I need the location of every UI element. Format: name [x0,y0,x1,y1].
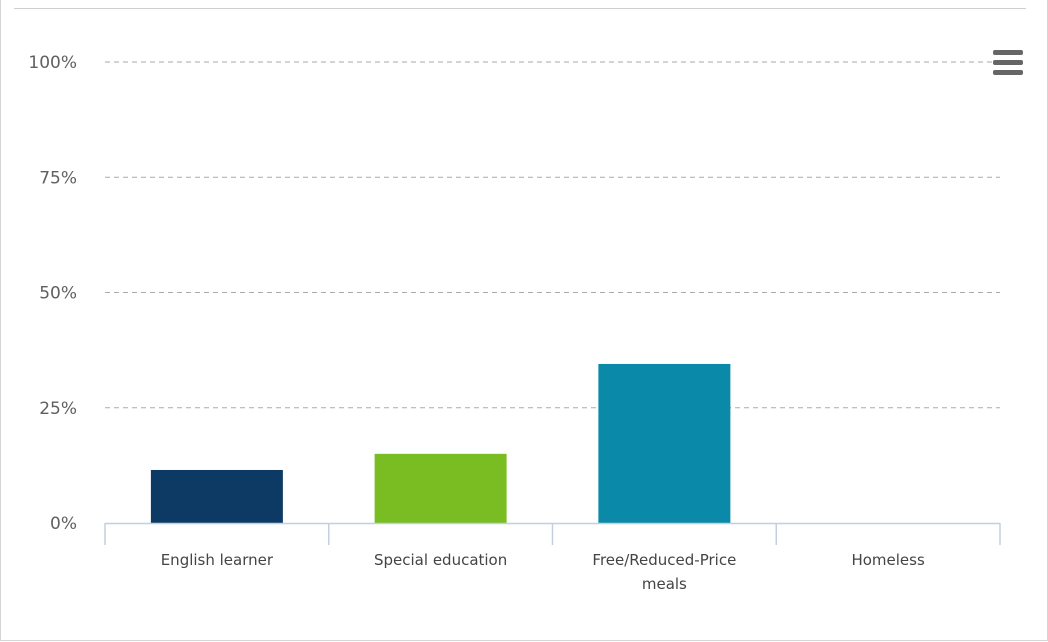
gridlines [105,61,1000,409]
bar[interactable] [150,469,283,523]
x-tick-label: English learner [161,551,274,569]
y-tick-label: 100% [28,53,77,73]
y-tick-label: 75% [39,168,77,188]
x-tick-label: Free/Reduced-Price meals [592,551,736,593]
y-tick-label: 50% [39,284,77,304]
hamburger-menu-icon [993,50,1023,55]
y-axis-ticks: 0% 25% 50% 75% 100% [28,53,77,534]
y-tick-label: 0% [50,514,77,534]
y-tick-label: 25% [39,399,77,419]
x-tick-label: Special education [374,551,507,569]
top-divider [14,8,1026,9]
bars [150,363,731,523]
hamburger-menu-icon-line [993,60,1023,65]
hamburger-menu-icon-line [993,70,1023,75]
x-tick-label: Homeless [851,551,925,569]
x-axis [104,522,1001,545]
x-axis-tick-labels: English learner Special education Free/Red… [161,551,925,593]
bar[interactable] [374,453,507,523]
bar[interactable] [598,363,731,523]
chart-menu-button[interactable] [988,48,1028,84]
